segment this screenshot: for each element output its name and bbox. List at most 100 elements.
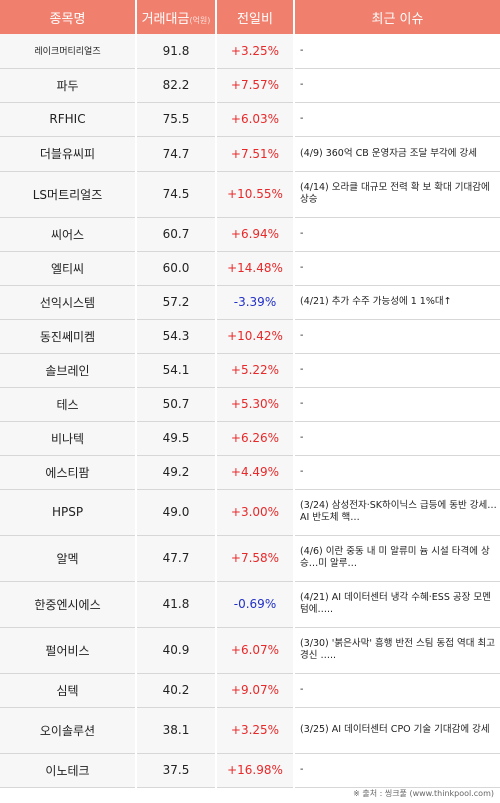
price-change: +9.07% [216, 673, 295, 708]
price-change: +7.51% [216, 136, 295, 172]
recent-issue: - [294, 673, 500, 708]
table-row: 비나텍 49.5 +6.26% - [0, 421, 500, 456]
trade-volume: 49.2 [136, 455, 217, 490]
stock-name: 씨어스 [0, 217, 137, 252]
trade-volume: 74.7 [136, 136, 217, 172]
stock-name: 오이솔루션 [0, 707, 137, 754]
recent-issue: - [294, 319, 500, 354]
table-row: 펄어비스 40.9 +6.07% (3/30) '붉은사막' 흥행 반전 스팀 동접 … [0, 627, 500, 674]
trade-volume: 49.0 [136, 489, 217, 536]
table-row: 동진쎄미켐 54.3 +10.42% - [0, 319, 500, 354]
price-change: +3.25% [216, 707, 295, 754]
price-change: +6.03% [216, 102, 295, 137]
stock-name: 솔브레인 [0, 353, 137, 388]
header-name: 종목명 [0, 0, 137, 34]
trade-volume: 91.8 [136, 34, 217, 69]
trade-volume: 54.3 [136, 319, 217, 354]
price-change: +5.22% [216, 353, 295, 388]
trade-volume: 57.2 [136, 285, 217, 320]
header-issue: 최근 이슈 [294, 0, 500, 34]
trade-volume: 49.5 [136, 421, 217, 456]
stock-name: 테스 [0, 387, 137, 422]
table-row: LS머트리얼즈 74.5 +10.55% (4/14) 오라클 대규모 전력 확 보 … [0, 171, 500, 218]
recent-issue: (4/21) 추가 수주 가능성에 1 1%대↑ [294, 285, 500, 320]
table-row: 에스티팜 49.2 +4.49% - [0, 455, 500, 490]
recent-issue: - [294, 68, 500, 103]
stock-name: 레이크머티리얼즈 [0, 34, 137, 69]
table-row: 오이솔루션 38.1 +3.25% (3/25) AI 데이터센터 CPO 기술 기대… [0, 707, 500, 754]
price-change: +6.26% [216, 421, 295, 456]
recent-issue: - [294, 753, 500, 788]
trade-volume: 40.9 [136, 627, 217, 674]
price-change: +16.98% [216, 753, 295, 788]
recent-issue: - [294, 217, 500, 252]
recent-issue: - [294, 387, 500, 422]
recent-issue: - [294, 251, 500, 286]
price-change: +7.57% [216, 68, 295, 103]
trade-volume: 40.2 [136, 673, 217, 708]
price-change: +14.48% [216, 251, 295, 286]
stock-name: 한중엔시에스 [0, 581, 137, 628]
table-header: 종목명 거래대금(억원) 전일비 최근 이슈 [0, 0, 500, 34]
trade-volume: 47.7 [136, 535, 217, 582]
table-body: 레이크머티리얼즈 91.8 +3.25% - 파두 82.2 +7.57% - RFHIC 75.… [0, 34, 500, 788]
trade-volume: 50.7 [136, 387, 217, 422]
table-row: 한중엔시에스 41.8 -0.69% (4/21) AI 데이터센터 냉각 수혜·ES… [0, 581, 500, 628]
table-row: HPSP 49.0 +3.00% (3/24) 삼성전자·SK하이닉스 급등에 동반 … [0, 489, 500, 536]
stock-name: 비나텍 [0, 421, 137, 456]
recent-issue: (4/6) 이란 중동 내 미 알류미 늄 시설 타격에 상승…미 알루… [294, 535, 500, 582]
price-change: +6.07% [216, 627, 295, 674]
stock-name: 펄어비스 [0, 627, 137, 674]
trade-volume: 37.5 [136, 753, 217, 788]
price-change: +3.25% [216, 34, 295, 69]
table-row: 솔브레인 54.1 +5.22% - [0, 353, 500, 388]
recent-issue: (3/24) 삼성전자·SK하이닉스 급등에 동반 강세…AI 반도체 핵… [294, 489, 500, 536]
price-change: +10.55% [216, 171, 295, 218]
price-change: +3.00% [216, 489, 295, 536]
price-change: +5.30% [216, 387, 295, 422]
stock-name: 심텍 [0, 673, 137, 708]
price-change: -0.69% [216, 581, 295, 628]
recent-issue: (3/30) '붉은사막' 흥행 반전 스팀 동접 역대 최고 경신 ….. [294, 627, 500, 674]
table-row: 레이크머티리얼즈 91.8 +3.25% - [0, 34, 500, 69]
trade-volume: 41.8 [136, 581, 217, 628]
recent-issue: - [294, 102, 500, 137]
trade-volume: 60.0 [136, 251, 217, 286]
price-change: +6.94% [216, 217, 295, 252]
stock-name: 에스티팜 [0, 455, 137, 490]
stock-name: 동진쎄미켐 [0, 319, 137, 354]
table-row: 씨어스 60.7 +6.94% - [0, 217, 500, 252]
table-row: 더블유씨피 74.7 +7.51% (4/9) 360억 CB 운영자금 조달 부각에… [0, 136, 500, 172]
recent-issue: (3/25) AI 데이터센터 CPO 기술 기대감에 강세 [294, 707, 500, 754]
stock-name: 엘티씨 [0, 251, 137, 286]
price-change: -3.39% [216, 285, 295, 320]
stock-name: LS머트리얼즈 [0, 171, 137, 218]
trade-volume: 75.5 [136, 102, 217, 137]
stock-name: 더블유씨피 [0, 136, 137, 172]
trade-volume: 74.5 [136, 171, 217, 218]
header-volume: 거래대금(억원) [136, 0, 217, 34]
table-row: 심텍 40.2 +9.07% - [0, 673, 500, 708]
stock-name: 알멕 [0, 535, 137, 582]
trade-volume: 38.1 [136, 707, 217, 754]
recent-issue: (4/14) 오라클 대규모 전력 확 보 확대 기대감에 상승 [294, 171, 500, 218]
source-footer: ※ 출처 : 씽크풀 (www.thinkpool.com) [353, 789, 494, 798]
price-change: +7.58% [216, 535, 295, 582]
recent-issue: - [294, 353, 500, 388]
recent-issue: (4/9) 360억 CB 운영자금 조달 부각에 강세 [294, 136, 500, 172]
recent-issue: - [294, 421, 500, 456]
price-change: +10.42% [216, 319, 295, 354]
stock-name: RFHIC [0, 102, 137, 137]
table-row: RFHIC 75.5 +6.03% - [0, 102, 500, 137]
stock-name: 파두 [0, 68, 137, 103]
stock-name: 이노테크 [0, 753, 137, 788]
recent-issue: (4/21) AI 데이터센터 냉각 수혜·ESS 공장 모멘텀에….. [294, 581, 500, 628]
table-row: 알멕 47.7 +7.58% (4/6) 이란 중동 내 미 알류미 늄 시설 타격에… [0, 535, 500, 582]
table-row: 테스 50.7 +5.30% - [0, 387, 500, 422]
header-volume-unit: (억원) [189, 15, 211, 25]
price-change: +4.49% [216, 455, 295, 490]
table-row: 이노테크 37.5 +16.98% - [0, 753, 500, 788]
recent-issue: - [294, 34, 500, 69]
